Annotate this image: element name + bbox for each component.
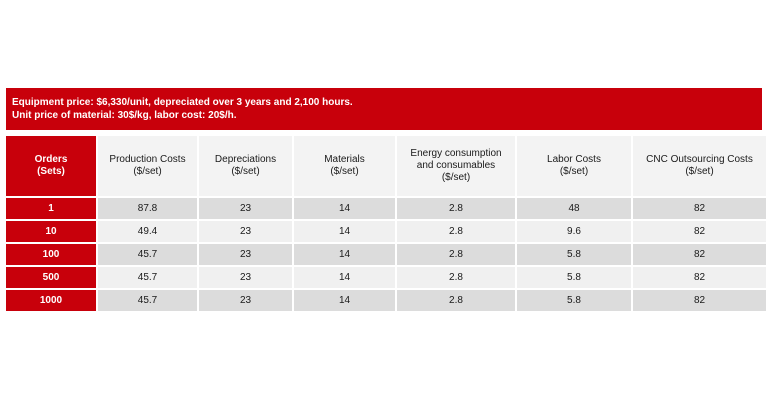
table-cell: 5.8 bbox=[517, 244, 631, 265]
orders-cell: 10 bbox=[6, 221, 96, 242]
table-cell: 14 bbox=[294, 267, 395, 288]
table-row: 100 45.7 23 14 2.8 5.8 82 bbox=[6, 244, 766, 265]
table-cell: 23 bbox=[199, 267, 292, 288]
table-cell: 48 bbox=[517, 198, 631, 219]
table-cell: 45.7 bbox=[98, 267, 197, 288]
header-label-line: ($/set) bbox=[231, 166, 260, 177]
table-cell: 23 bbox=[199, 290, 292, 311]
material-labor-note: Unit price of material: 30$/kg, labor co… bbox=[12, 110, 237, 121]
table-body: 1 87.8 23 14 2.8 48 82 10 49.4 23 14 2.8 9.6 82 100 45.… bbox=[6, 198, 766, 311]
table-cell: 82 bbox=[633, 221, 766, 242]
header-label-line: ($/set) bbox=[441, 172, 471, 183]
column-header: Materials ($/set) bbox=[294, 136, 395, 196]
table-cell: 45.7 bbox=[98, 290, 197, 311]
assumptions-banner: Equipment price: $6,330/unit, depreciate… bbox=[6, 88, 762, 130]
table-cell: 87.8 bbox=[98, 198, 197, 219]
table-cell: 2.8 bbox=[397, 198, 515, 219]
cost-table: Orders (Sets) Production Costs ($/set) Depre… bbox=[4, 134, 768, 313]
table-cell: 23 bbox=[199, 198, 292, 219]
header-label-line: ($/set) bbox=[559, 166, 589, 177]
table-cell: 82 bbox=[633, 198, 766, 219]
table-row: 1 87.8 23 14 2.8 48 82 bbox=[6, 198, 766, 219]
orders-cell: 500 bbox=[6, 267, 96, 288]
table-header-row: Orders (Sets) Production Costs ($/set) Depre… bbox=[6, 136, 766, 196]
table-cell: 2.8 bbox=[397, 290, 515, 311]
header-orders: Orders (Sets) bbox=[6, 136, 96, 196]
table-cell: 14 bbox=[294, 290, 395, 311]
table-cell: 2.8 bbox=[397, 244, 515, 265]
table-cell: 82 bbox=[633, 244, 766, 265]
column-header: Depreciations ($/set) bbox=[199, 136, 292, 196]
column-header: Energy consumption and consumables ($/set) bbox=[397, 136, 515, 196]
orders-cell: 1000 bbox=[6, 290, 96, 311]
table-cell: 23 bbox=[199, 244, 292, 265]
header-label-line: CNC Outsourcing Costs bbox=[646, 154, 753, 165]
header-label-line: Production Costs bbox=[109, 154, 186, 165]
header-label-line: Materials bbox=[324, 154, 365, 165]
table-row: 10 49.4 23 14 2.8 9.6 82 bbox=[6, 221, 766, 242]
table-cell: 2.8 bbox=[397, 221, 515, 242]
table-cell: 14 bbox=[294, 244, 395, 265]
table-cell: 82 bbox=[633, 290, 766, 311]
column-header: Labor Costs ($/set) bbox=[517, 136, 631, 196]
table-cell: 82 bbox=[633, 267, 766, 288]
equipment-price-note: Equipment price: $6,330/unit, depreciate… bbox=[12, 97, 353, 108]
header-label-line: Depreciations bbox=[214, 154, 277, 165]
table-row: 500 45.7 23 14 2.8 5.8 82 bbox=[6, 267, 766, 288]
orders-cell: 1 bbox=[6, 198, 96, 219]
table-cell: 14 bbox=[294, 198, 395, 219]
table-cell: 14 bbox=[294, 221, 395, 242]
header-label-line: ($/set) bbox=[330, 166, 359, 177]
table-cell: 45.7 bbox=[98, 244, 197, 265]
table-cell: 23 bbox=[199, 221, 292, 242]
column-header: CNC Outsourcing Costs ($/set) bbox=[633, 136, 766, 196]
header-label-line: Energy consumption bbox=[410, 148, 502, 159]
header-label-line: ($/set) bbox=[133, 166, 162, 177]
table-cell: 9.6 bbox=[517, 221, 631, 242]
table-cell: 5.8 bbox=[517, 290, 631, 311]
table-cell: 49.4 bbox=[98, 221, 197, 242]
orders-cell: 100 bbox=[6, 244, 96, 265]
table-cell: 5.8 bbox=[517, 267, 631, 288]
header-label-line: ($/set) bbox=[685, 166, 714, 177]
table-row: 1000 45.7 23 14 2.8 5.8 82 bbox=[6, 290, 766, 311]
header-label-line: (Sets) bbox=[37, 166, 65, 177]
header-label-line: Orders bbox=[34, 154, 68, 165]
header-label-line: Labor Costs bbox=[547, 154, 601, 165]
table-cell: 2.8 bbox=[397, 267, 515, 288]
header-label-line: and consumables bbox=[416, 160, 496, 171]
column-header: Production Costs ($/set) bbox=[98, 136, 197, 196]
